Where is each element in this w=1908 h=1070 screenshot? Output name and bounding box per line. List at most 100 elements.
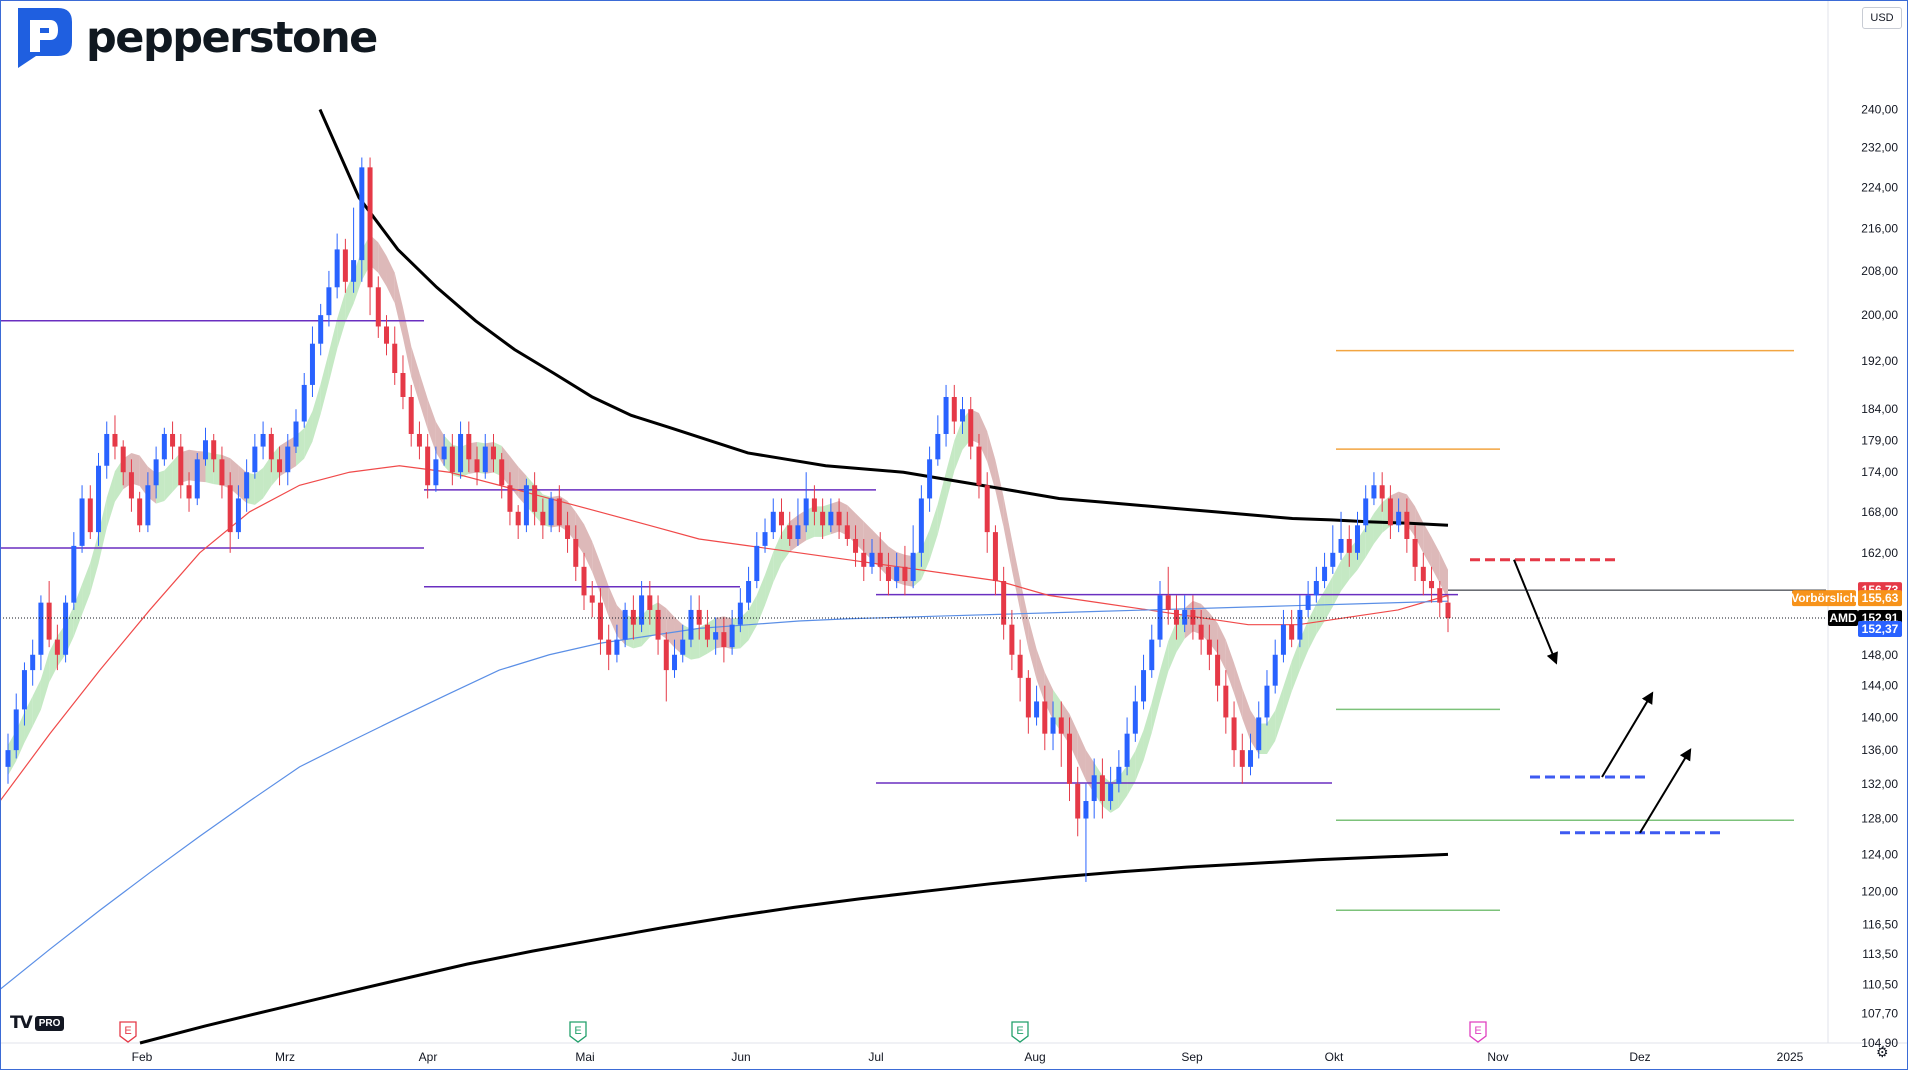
brand-name: pepperstone bbox=[86, 13, 378, 63]
y-tick-label: 162,00 bbox=[1861, 546, 1898, 560]
candle-body bbox=[268, 433, 274, 460]
candle-body bbox=[137, 498, 143, 526]
ribbon-segment bbox=[427, 398, 436, 453]
ribbon-segment bbox=[1415, 506, 1424, 554]
y-tick-label: 148,00 bbox=[1861, 648, 1898, 662]
ribbon-segment bbox=[411, 345, 420, 404]
candle-body bbox=[655, 609, 661, 640]
down-arrow bbox=[1513, 559, 1558, 665]
x-tick-label: Jul bbox=[868, 1050, 883, 1064]
ribbon-segment bbox=[1234, 662, 1243, 719]
x-tick-label: Aug bbox=[1024, 1050, 1045, 1064]
price-label-bg bbox=[1792, 590, 1856, 607]
price-label: AMD bbox=[1829, 611, 1857, 625]
ribbon-segment bbox=[1168, 621, 1177, 672]
candle-body bbox=[318, 315, 324, 344]
candle-body bbox=[540, 511, 546, 526]
candle-body bbox=[482, 446, 488, 473]
candle-body bbox=[458, 433, 464, 473]
candle-body bbox=[326, 287, 332, 316]
candle-body bbox=[1165, 595, 1171, 610]
ribbon-segment bbox=[1316, 590, 1325, 635]
candle-body bbox=[375, 287, 381, 327]
candle-body bbox=[1264, 685, 1270, 718]
earnings-marker: E bbox=[569, 1021, 587, 1043]
candle-body bbox=[639, 595, 645, 625]
candle-body bbox=[186, 485, 192, 499]
candle-body bbox=[227, 485, 233, 533]
ribbon-segment bbox=[106, 471, 115, 529]
candle-body bbox=[680, 639, 686, 655]
candle-body bbox=[1066, 733, 1072, 784]
candle-body bbox=[1231, 717, 1237, 751]
y-tick-label: 184,00 bbox=[1861, 402, 1898, 416]
candle-body bbox=[1280, 624, 1286, 655]
candle-body bbox=[713, 632, 719, 640]
ribbon-segment bbox=[1135, 730, 1144, 782]
y-tick-label: 174,00 bbox=[1861, 465, 1898, 479]
up-arrow-1 bbox=[1601, 691, 1654, 778]
candle-body bbox=[1437, 588, 1443, 603]
candle-body bbox=[1042, 701, 1048, 734]
candle-body bbox=[1206, 639, 1212, 655]
candle-body bbox=[597, 602, 603, 640]
candle-body bbox=[1083, 801, 1089, 819]
y-tick-label: 208,00 bbox=[1861, 264, 1898, 278]
ribbon-segment bbox=[1036, 648, 1045, 703]
candle-body bbox=[556, 498, 562, 526]
candle-body bbox=[1198, 624, 1204, 640]
candle-body bbox=[5, 750, 11, 767]
candle-body bbox=[770, 511, 776, 533]
ribbon-segment bbox=[748, 595, 757, 641]
candle-body bbox=[79, 498, 85, 546]
candle-body bbox=[935, 433, 941, 460]
candle-body bbox=[820, 511, 826, 526]
ribbon-segment bbox=[765, 551, 774, 606]
earnings-label: E bbox=[574, 1025, 581, 1037]
earnings-label: E bbox=[124, 1025, 131, 1037]
candle-body bbox=[400, 372, 406, 397]
up-arrow-2 bbox=[1639, 748, 1692, 834]
ribbon-segment bbox=[929, 503, 938, 561]
candle-body bbox=[1272, 654, 1278, 686]
ribbon-segment bbox=[789, 515, 798, 552]
candle-body bbox=[1346, 538, 1352, 553]
x-tick-label: Sep bbox=[1181, 1050, 1203, 1064]
candle-body bbox=[704, 624, 710, 640]
ribbon-segment bbox=[353, 249, 362, 304]
ribbon-segment bbox=[1003, 497, 1012, 570]
candle-body bbox=[1445, 602, 1451, 619]
candle-body bbox=[1141, 670, 1147, 702]
candle-body bbox=[1215, 654, 1221, 686]
y-tick-label: 136,00 bbox=[1861, 743, 1898, 757]
candle-body bbox=[951, 396, 957, 422]
ribbon-segment bbox=[1423, 522, 1432, 568]
candle-body bbox=[351, 260, 357, 282]
candle-body bbox=[918, 498, 924, 553]
candle-body bbox=[828, 511, 834, 526]
pepperstone-mark-icon bbox=[14, 8, 72, 68]
candle-body bbox=[894, 566, 900, 582]
candle-body bbox=[523, 485, 529, 526]
candle-body bbox=[449, 446, 455, 473]
settings-gear-icon[interactable]: ⚙ bbox=[1876, 1044, 1889, 1060]
candle-body bbox=[1371, 485, 1377, 499]
currency-selector[interactable]: USD bbox=[1862, 7, 1902, 29]
candle-body bbox=[902, 566, 908, 582]
candle-body bbox=[1404, 511, 1410, 539]
ribbon-segment bbox=[378, 242, 387, 287]
candle-body bbox=[1379, 485, 1385, 499]
ribbon-segment bbox=[40, 652, 50, 710]
candle-body bbox=[219, 459, 225, 486]
candle-body bbox=[754, 545, 760, 582]
ribbon-segment bbox=[1266, 710, 1276, 754]
x-tick-label: Okt bbox=[1325, 1050, 1344, 1064]
ribbon-segment bbox=[830, 501, 840, 535]
candle-body bbox=[38, 602, 44, 655]
candle-body bbox=[1363, 498, 1369, 526]
ribbon-segment bbox=[394, 272, 403, 338]
ribbon-segment bbox=[90, 533, 99, 594]
ribbon-segment bbox=[600, 563, 609, 617]
candle-body bbox=[1313, 581, 1319, 596]
